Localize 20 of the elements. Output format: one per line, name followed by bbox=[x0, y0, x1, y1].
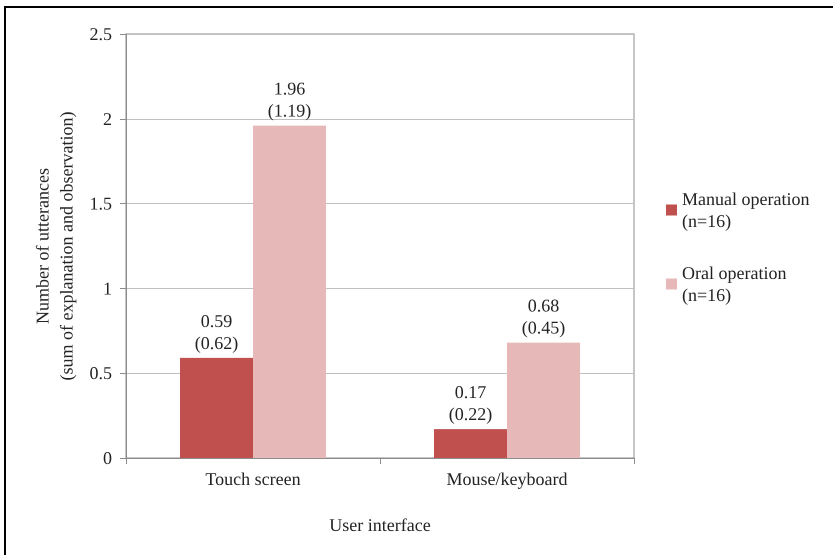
y-tick-label: 2.5 bbox=[90, 24, 112, 44]
y-tick-label: 0 bbox=[103, 448, 112, 468]
x-tick-label: Mouse/keyboard bbox=[446, 469, 568, 489]
x-tick-label: Touch screen bbox=[205, 469, 301, 489]
y-tick-label: 2 bbox=[103, 108, 112, 129]
legend-label: Oral operation (n=16) bbox=[682, 263, 786, 305]
bar bbox=[180, 358, 253, 458]
data-label: 1.96 (1.19) bbox=[268, 78, 312, 121]
y-tick-label: 1 bbox=[103, 278, 112, 298]
bar bbox=[253, 126, 326, 458]
data-label: 0.17 (0.22) bbox=[448, 382, 492, 424]
data-label: 0.68 (0.45) bbox=[522, 296, 566, 338]
legend-label: Manual operation (n=16) bbox=[682, 189, 810, 231]
y-tick-label: 1.5 bbox=[90, 194, 112, 214]
bar bbox=[434, 429, 507, 458]
x-axis-title: User interface bbox=[329, 515, 431, 535]
y-axis-title: Number of utterances (sum of explanation and observation) bbox=[32, 112, 77, 380]
y-tick-label: 0.5 bbox=[90, 363, 112, 384]
data-label: 0.59 (0.62) bbox=[194, 310, 238, 353]
bar bbox=[507, 342, 580, 458]
